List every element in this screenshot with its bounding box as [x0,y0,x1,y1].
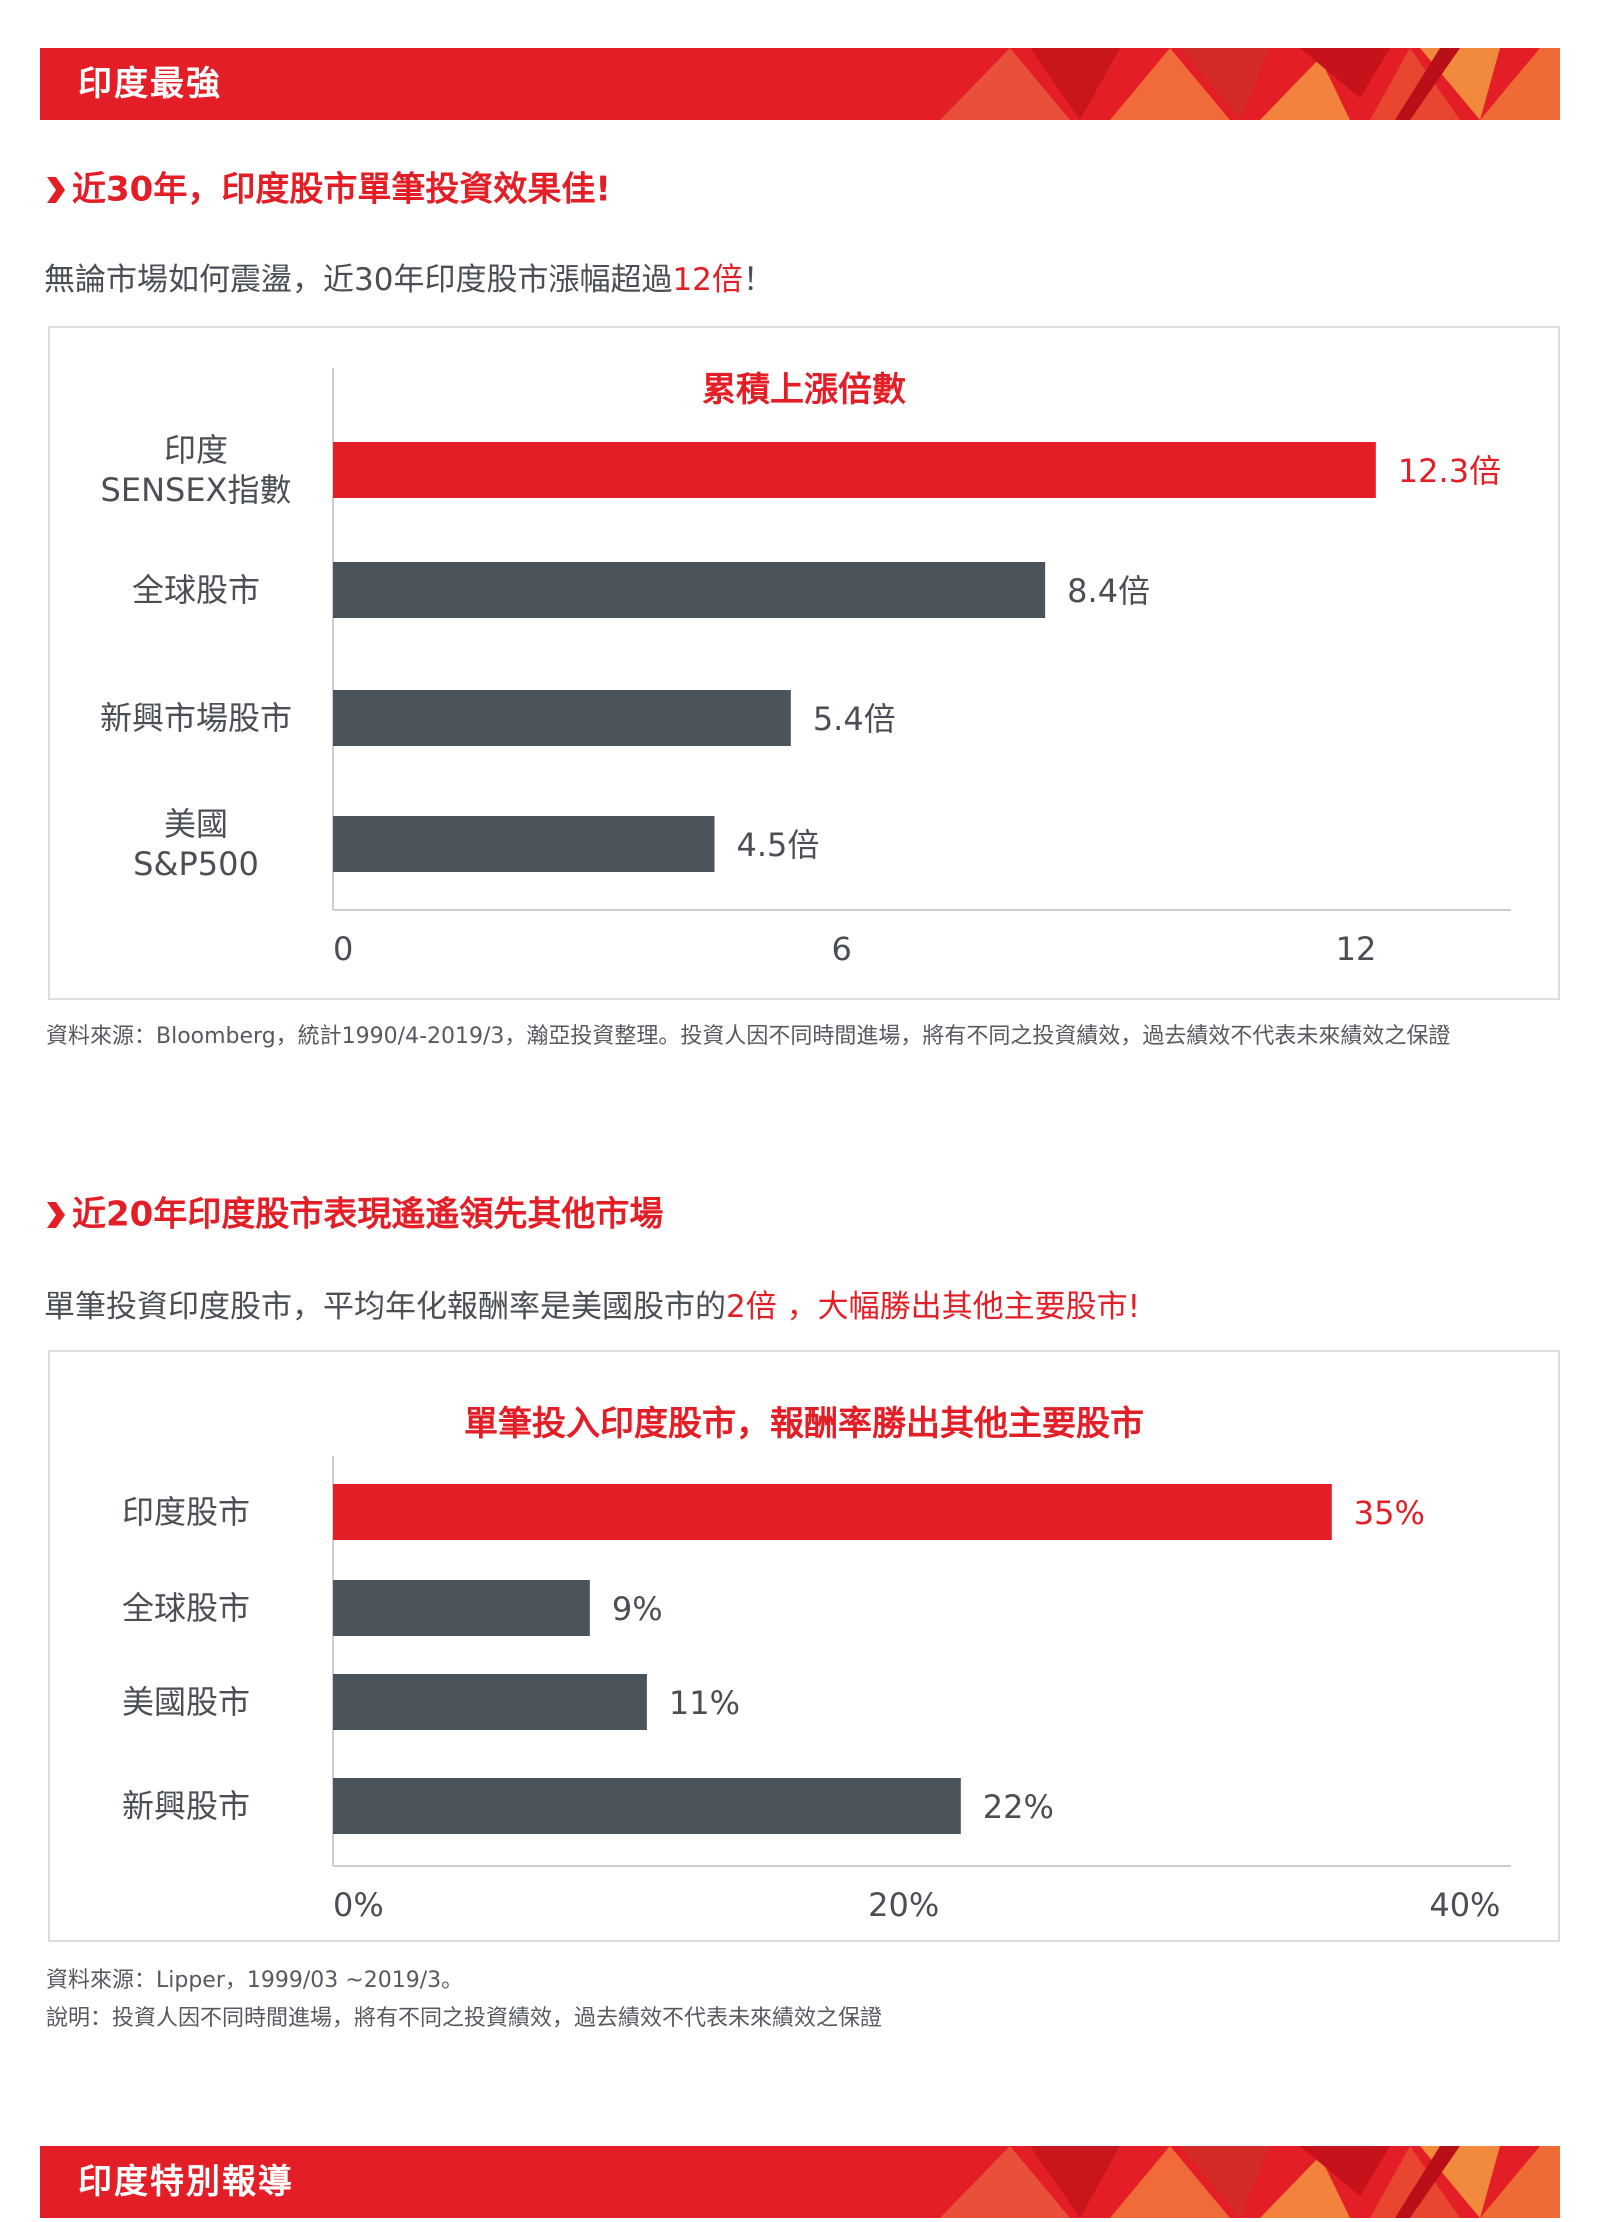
chart1-title: 累積上漲倍數 [702,370,906,410]
banner-title: 印度最強 [78,64,222,104]
bar [333,1580,590,1636]
x-tick-label: 40% [1429,1886,1500,1924]
chart2-title: 單筆投入印度股市，報酬率勝出其他主要股市 [464,1404,1144,1444]
category-label: 美國股市 [122,1683,250,1721]
section1-lead-highlight: 12倍 [672,262,743,298]
section2-source-line: 資料來源：Lipper，1999/03 ~2019/3。 [46,1968,464,1993]
bottom-banner: 印度特別報導 [40,2146,1560,2218]
section2-disclaimer-line: 說明：投資人因不同時間進場，將有不同之投資績效，過去績效不代表未來績效之保證 [46,2006,883,2031]
section2-lead-highlight: 2倍 ，大幅勝出其他主要股市! [726,1289,1141,1325]
section2-heading: 近20年印度股市表現遙遙領先其他市場 [44,1188,663,1238]
section1-heading: 近30年，印度股市單筆投資效果佳! [44,163,611,213]
x-tick-label: 0% [333,1886,384,1924]
bar-value-label: 8.4倍 [1067,572,1150,610]
bar-value-label: 12.3倍 [1398,452,1501,490]
category-label: 全球股市 [122,1589,250,1627]
bar [333,562,1046,618]
bar-value-label: 9% [612,1590,663,1628]
category-label: 新興股市 [122,1787,250,1825]
bar-value-label: 4.5倍 [737,826,820,864]
bar [333,1674,647,1730]
section1-heading-text: 近30年，印度股市單筆投資效果佳! [72,169,611,210]
x-tick-label: 0 [333,930,353,968]
category-label: 印度股市 [122,1493,250,1531]
bar-value-label: 11% [669,1684,740,1722]
banner-title: 印度特別報導 [78,2162,294,2202]
section2-lead: 單筆投資印度股市，平均年化報酬率是美國股市的2倍 ，大幅勝出其他主要股市! [44,1281,1140,1326]
bar-value-label: 22% [983,1788,1054,1826]
section2-source-note: 資料來源：Lipper，1999/03 ~2019/3。 說明：投資人因不同時間… [46,1962,1566,2038]
category-label: S&P500 [133,845,259,883]
chart2-panel: 單筆投入印度股市，報酬率勝出其他主要股市 35% 印度股市 9% 全球股市 11% 美國股… [48,1350,1560,1942]
category-label: 印度 [164,431,228,469]
x-tick-label: 12 [1336,930,1377,968]
bar [333,442,1376,498]
top-banner: 印度最強 [40,48,1560,120]
category-label: 新興市場股市 [100,699,292,737]
category-label: SENSEX指數 [101,471,292,509]
section1-lead-text: 無論市場如何震盪，近30年印度股市漲幅超過 [44,262,673,298]
bar [333,690,791,746]
chart1-panel: 累積上漲倍數 12.3倍 印度 SENSEX指數 8.4倍 全球股市 5.4倍 新興市場股市… [48,326,1560,1000]
category-label: 全球股市 [132,571,260,609]
section1-lead-end: ！ [742,262,774,298]
section2-heading-text: 近20年印度股市表現遙遙領先其他市場 [72,1194,664,1235]
section1-source-note: 資料來源：Bloomberg，統計1990/4-2019/3，瀚亞投資整理。投資… [46,1024,1451,1049]
banner-decoration [940,48,1560,120]
chart2-svg: 35% 印度股市 9% 全球股市 11% 美國股市 22% 新興股市 0% 20% 40% [122,1456,1511,1924]
bar [333,816,715,872]
section2-lead-text: 單筆投資印度股市，平均年化報酬率是美國股市的 [44,1289,726,1325]
bar-value-label: 35% [1354,1494,1425,1532]
chevron-right-icon [44,1200,72,1230]
chevron-right-icon [44,175,72,205]
bar [333,1778,961,1834]
x-tick-label: 6 [832,930,852,968]
banner-decoration [940,2146,1560,2218]
bar [333,1484,1332,1540]
section1-lead: 無論市場如何震盪，近30年印度股市漲幅超過12倍！ [44,254,774,299]
x-tick-label: 20% [868,1886,939,1924]
bar-value-label: 5.4倍 [813,700,896,738]
category-label: 美國 [164,805,228,843]
